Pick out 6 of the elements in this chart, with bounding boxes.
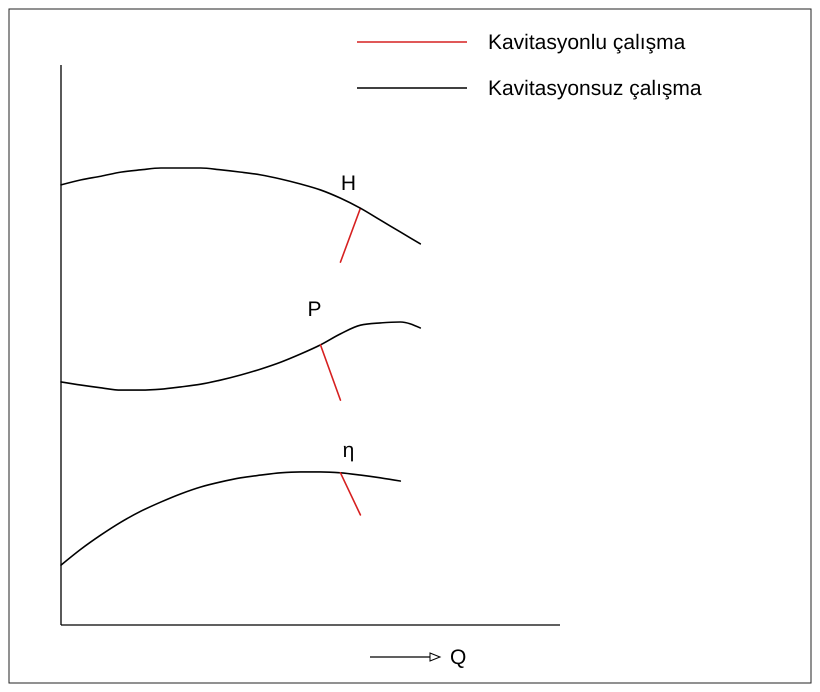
annotation: η — [342, 439, 354, 462]
text: Kavitasyonlu çalışma — [488, 31, 686, 54]
text: Kavitasyonsuz çalışma — [488, 77, 702, 100]
annotation: H — [340, 172, 356, 196]
annotation: P — [307, 298, 322, 321]
x-axis-title: Q — [450, 646, 466, 669]
